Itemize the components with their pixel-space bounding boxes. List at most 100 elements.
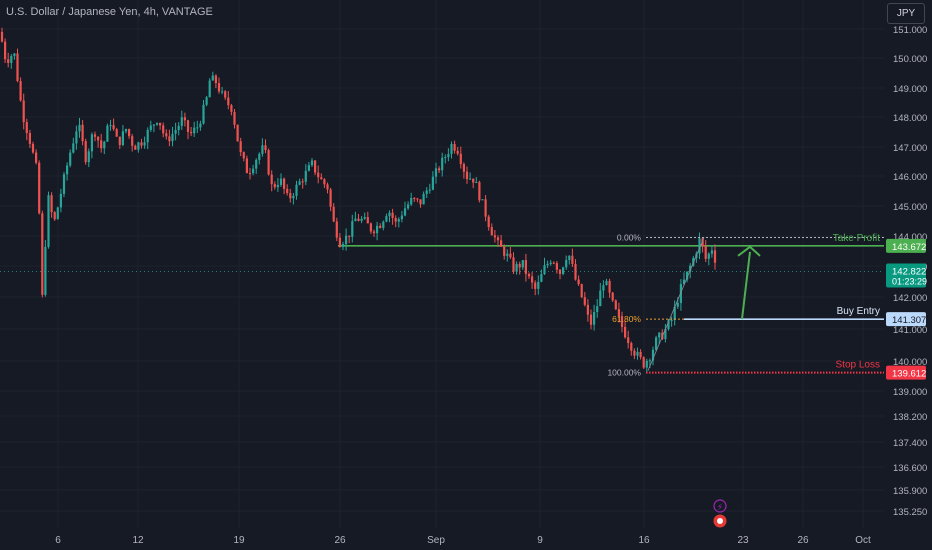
candle-body	[10, 56, 13, 63]
candle-body	[121, 131, 124, 146]
candle-body	[317, 172, 320, 178]
candle-body	[376, 225, 379, 234]
candle-body	[44, 246, 47, 295]
candle-body	[509, 253, 512, 258]
candle-body	[645, 360, 648, 368]
candle-body	[267, 150, 270, 175]
candle-body	[586, 304, 589, 315]
candle-body	[686, 271, 689, 280]
price-tick-label: 136.600	[893, 463, 927, 474]
candle-body	[205, 97, 208, 105]
candle-body	[617, 309, 620, 317]
fib-618-label: 61.80%	[612, 314, 641, 324]
time-tick-label: Oct	[855, 535, 871, 546]
candle-body	[214, 75, 217, 84]
candle-body	[279, 178, 283, 185]
candle-body	[540, 274, 543, 282]
candle-body	[379, 225, 382, 228]
candle-body	[434, 168, 438, 177]
candle-body	[503, 246, 506, 256]
candle-body	[202, 104, 205, 124]
candle-body	[69, 152, 72, 166]
candle-body	[599, 290, 602, 307]
candle-body	[620, 316, 624, 327]
candle-body	[664, 329, 667, 340]
candle-body	[589, 314, 593, 325]
candle-body	[345, 235, 348, 245]
candle-body	[13, 53, 16, 57]
price-tick-label: 139.000	[893, 387, 927, 398]
candle-body	[357, 218, 360, 221]
candle-body	[171, 133, 174, 142]
lightning-glyph: ⚡	[717, 502, 723, 512]
candle-body	[562, 267, 565, 274]
candle-body	[140, 142, 143, 146]
candle-body	[658, 332, 661, 338]
candle-body	[648, 360, 651, 362]
grid-lines	[0, 0, 884, 528]
candle-body	[66, 165, 69, 175]
candle-body	[673, 306, 676, 320]
take-profit-label: Take Profit	[833, 233, 880, 244]
candle-body	[310, 160, 314, 166]
candle-body	[134, 145, 137, 150]
candle-body	[155, 122, 159, 125]
candle-body	[537, 281, 540, 289]
candle-body	[115, 129, 118, 137]
current-price-tag	[886, 263, 926, 288]
buy-entry-label: Buy Entry	[837, 306, 880, 317]
candle-body	[689, 265, 692, 272]
candle-body	[481, 199, 484, 201]
candle-body	[276, 184, 279, 188]
candle-body	[441, 157, 444, 171]
candle-body	[608, 280, 611, 293]
candle-body	[28, 132, 31, 144]
candle-body	[97, 136, 100, 141]
candle-body	[651, 349, 655, 361]
candle-body	[351, 221, 354, 237]
candle-body	[180, 117, 183, 126]
candle-body	[583, 297, 586, 305]
candle-body	[558, 269, 562, 274]
candle-body	[642, 357, 645, 368]
candle-body	[692, 258, 695, 266]
candle-body	[360, 218, 363, 221]
candle-body	[233, 111, 236, 125]
candle-body	[478, 182, 481, 201]
candle-body	[490, 227, 493, 236]
candle-body	[593, 312, 596, 325]
annotations: 0.00% 61.80% 100.00% Take Profit Buy Entry St…	[607, 233, 884, 528]
candle-body	[47, 195, 50, 247]
candle-body	[413, 197, 416, 199]
candle-body	[531, 276, 534, 283]
candle-body	[258, 153, 261, 160]
candle-body	[655, 337, 658, 350]
candle-body	[565, 259, 568, 268]
currency-button[interactable]: JPY	[887, 3, 925, 24]
candle-body	[100, 140, 103, 149]
candle-body	[416, 198, 419, 200]
take-profit-price: 143.672	[892, 242, 926, 253]
candle-body	[0, 31, 4, 42]
candle-body	[50, 195, 53, 213]
candle-body	[512, 257, 515, 272]
candle-body	[38, 162, 41, 214]
buy-entry-price: 141.307	[892, 315, 926, 326]
candle-body	[397, 219, 400, 222]
candle-body	[710, 250, 713, 254]
candle-body	[301, 181, 304, 183]
candle-body	[527, 273, 531, 277]
candle-body	[506, 253, 509, 256]
candle-body	[713, 250, 717, 263]
candle-body	[248, 173, 252, 175]
candle-body	[186, 120, 190, 132]
candle-body	[382, 221, 385, 228]
candle-body	[679, 284, 682, 304]
candle-body	[221, 91, 224, 93]
current-price: 142.822	[892, 267, 926, 278]
candle-body	[320, 177, 323, 180]
candle-body	[35, 152, 38, 163]
candle-body	[419, 199, 422, 205]
price-tick-label: 144.000	[893, 232, 927, 243]
